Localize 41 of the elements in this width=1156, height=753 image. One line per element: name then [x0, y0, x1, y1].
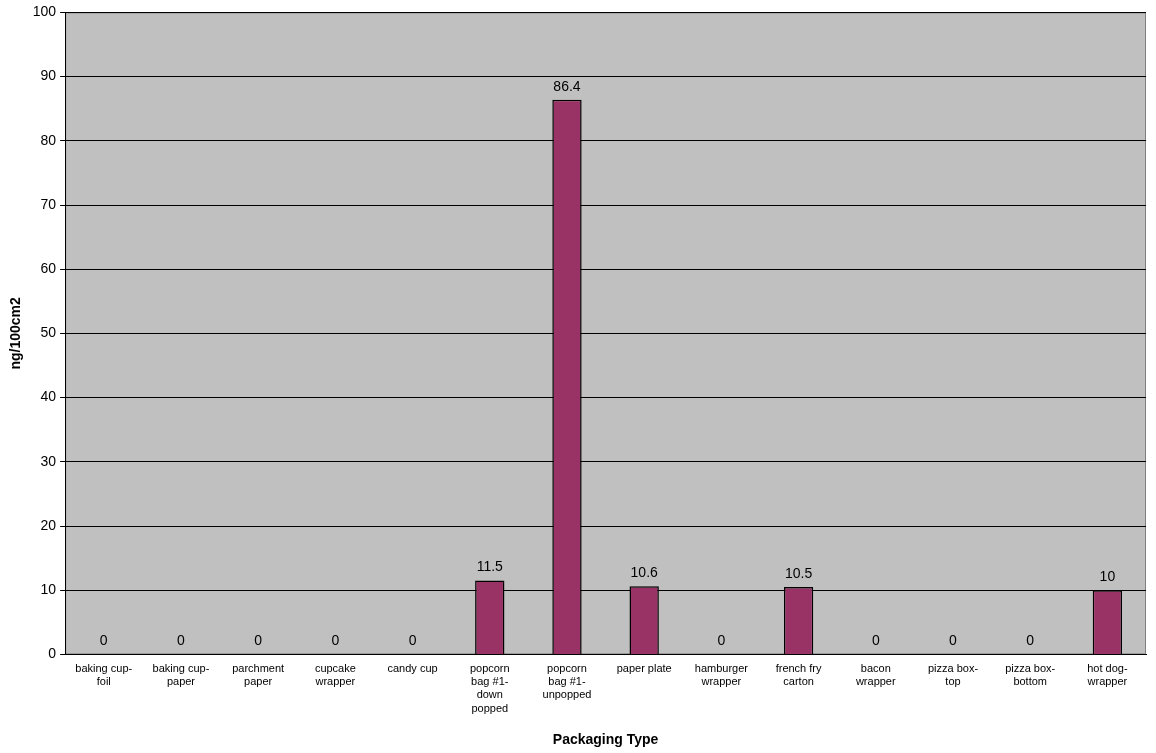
x-tick-label: bacon wrapper: [854, 662, 896, 688]
y-tick-label: 0: [48, 645, 57, 662]
x-tick-label: hot dog-wrapper: [1086, 662, 1128, 688]
x-tick-label: paper plate: [616, 662, 672, 675]
data-label: 0: [99, 632, 108, 649]
data-label: 0: [177, 632, 186, 649]
y-tick-label: 60: [40, 260, 57, 277]
data-label: 0: [949, 632, 958, 649]
y-tick-label: 100: [32, 3, 57, 20]
y-tick-label: 80: [40, 131, 57, 148]
data-label: 10.6: [630, 564, 659, 581]
x-axis-title: Packaging Type: [552, 731, 659, 748]
data-label: 0: [331, 632, 340, 649]
y-tick-label: 30: [40, 452, 57, 469]
x-tick-label: baking cup-paper: [152, 662, 210, 688]
y-tick-label: 10: [40, 581, 57, 598]
x-tick-label: popcorn bag #1-unpopped: [542, 662, 592, 701]
y-tick-label: 90: [40, 67, 57, 84]
x-tick-label: candy cup: [387, 662, 438, 675]
data-label: 0: [717, 632, 726, 649]
x-tick-label: cupcake wrapper: [314, 662, 356, 688]
x-tick-label: hamburger wrapper: [694, 662, 749, 688]
data-label: 0: [871, 632, 880, 649]
x-tick-label: french fry carton: [775, 662, 822, 688]
y-tick-label: 70: [40, 195, 57, 212]
x-tick-label: baking cup-foil: [75, 662, 133, 688]
x-tick-label: pizza box-bottom: [1005, 662, 1056, 688]
data-label: 0: [254, 632, 263, 649]
y-axis-title: ng/100cm2: [7, 297, 24, 370]
y-tick-label: 50: [40, 324, 57, 341]
data-label: 86.4: [553, 77, 581, 94]
y-tick-label: 40: [40, 388, 57, 405]
data-label: 10.5: [784, 564, 813, 581]
data-label: 11.5: [476, 558, 504, 575]
x-tick-label: pizza box-top: [927, 662, 979, 688]
data-label: 0: [1026, 632, 1035, 649]
y-tick-label: 20: [40, 516, 57, 533]
data-label: 0: [408, 632, 417, 649]
data-label: 10: [1099, 568, 1116, 585]
x-tick-label: popcorn bag #1-down popped: [469, 662, 510, 714]
x-tick-label: parchment paper: [232, 662, 285, 688]
